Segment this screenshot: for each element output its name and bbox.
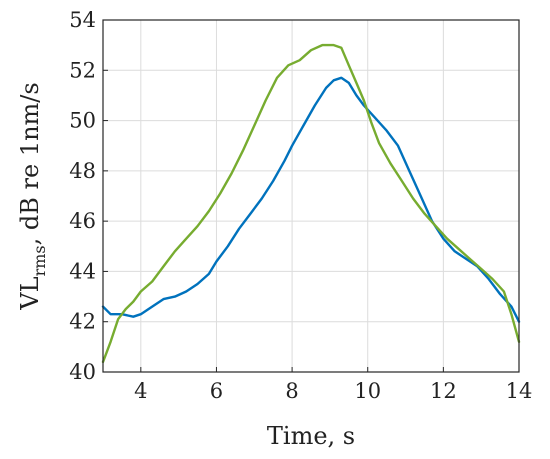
series-layer [101, 43, 521, 364]
x-tick-label: 10 [354, 379, 381, 403]
x-tick-label: 4 [134, 379, 147, 403]
y-axis-title-base: VL [16, 276, 44, 310]
series-line-2 [101, 43, 521, 364]
y-tick-label: 42 [69, 310, 96, 334]
grid [103, 19, 520, 373]
y-tick-label: 50 [69, 109, 96, 133]
y-axis-ticks: 40 42 44 46 48 50 52 54 [69, 8, 108, 384]
y-tick-label: 44 [69, 259, 96, 283]
plot-frame [102, 19, 520, 373]
x-tick-label: 14 [506, 379, 533, 403]
x-axis-title: Time, s [267, 422, 355, 450]
y-axis-title-rest: , dB re 1nm/s [16, 82, 44, 245]
y-tick-label: 48 [69, 159, 96, 183]
x-tick-label: 8 [285, 379, 298, 403]
x-axis-ticks: 4 6 8 10 12 14 [134, 367, 532, 403]
x-tick-label: 6 [210, 379, 223, 403]
y-tick-label: 40 [69, 360, 96, 384]
x-tick-label: 12 [430, 379, 457, 403]
series-line-1 [101, 76, 521, 323]
y-tick-label: 54 [69, 8, 96, 32]
y-axis-title-subscript: rms [30, 245, 49, 276]
y-tick-label: 52 [69, 58, 96, 82]
y-axis-title: VLrms, dB re 1nm/s [16, 82, 49, 310]
y-tick-label: 46 [69, 209, 96, 233]
